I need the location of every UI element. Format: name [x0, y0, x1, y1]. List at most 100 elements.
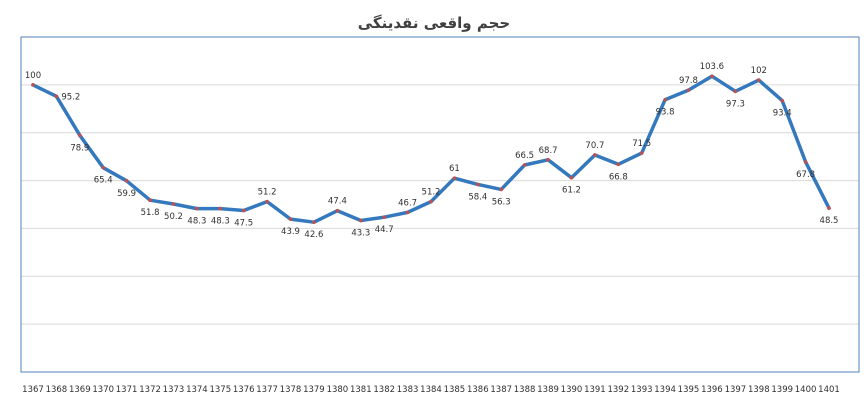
data-label: 102 [751, 66, 767, 76]
x-tick-label: 1379 [303, 385, 325, 395]
x-tick-label: 1369 [69, 385, 91, 395]
x-tick-label: 1396 [701, 385, 723, 395]
data-point [312, 220, 316, 225]
data-point [265, 199, 269, 204]
data-point [686, 88, 691, 92]
data-point [616, 162, 621, 167]
data-point [358, 218, 363, 223]
chart-title: حجم واقعی نقدینگی [358, 14, 511, 32]
x-tick-label: 1389 [537, 385, 559, 395]
data-label: 66.5 [515, 151, 534, 161]
data-label: 51.2 [258, 188, 277, 198]
data-point [803, 160, 808, 164]
x-tick-label: 1383 [397, 385, 419, 395]
data-point [54, 94, 59, 99]
data-label: 46.7 [398, 198, 417, 208]
data-point [827, 206, 831, 210]
data-point [499, 187, 504, 192]
data-point [335, 208, 340, 213]
data-label: 48.3 [211, 217, 230, 227]
data-point [148, 198, 152, 202]
x-tick-label: 1371 [116, 385, 138, 395]
data-point [241, 208, 246, 213]
data-label: 103.6 [700, 62, 724, 72]
data-label: 61.2 [562, 186, 581, 196]
data-point [569, 175, 574, 180]
data-label: 78.9 [70, 143, 89, 153]
x-tick-label: 1392 [607, 385, 629, 395]
x-tick-label: 1399 [771, 385, 793, 395]
data-label: 58.4 [468, 192, 487, 202]
data-label: 47.4 [328, 197, 347, 207]
data-point [171, 202, 176, 206]
plot-area [20, 36, 860, 373]
x-tick-label: 1388 [514, 385, 536, 395]
data-label: 43.9 [281, 227, 300, 237]
data-label: 68.7 [539, 146, 558, 156]
data-point [405, 210, 410, 215]
data-label: 50.2 [164, 212, 183, 222]
data-point [639, 151, 644, 155]
x-tick-label: 1394 [654, 385, 676, 395]
data-point [546, 157, 550, 162]
data-point [452, 176, 457, 180]
data-label: 66.8 [609, 172, 628, 182]
x-tick-label: 1391 [584, 385, 606, 395]
data-point [78, 133, 82, 138]
marker-layer [31, 74, 831, 225]
data-label: 48.5 [820, 216, 839, 226]
x-tick-label: 1377 [256, 385, 278, 395]
data-label: 47.5 [234, 219, 253, 229]
x-tick-label: 1401 [818, 385, 840, 395]
grid-layer [21, 84, 859, 325]
x-tick-label: 1375 [209, 385, 231, 395]
data-point [382, 215, 386, 219]
data-point [429, 199, 433, 204]
data-label: 97.3 [726, 99, 745, 109]
data-label: 44.7 [375, 225, 394, 235]
x-tick-label: 1398 [748, 385, 770, 395]
data-label: 95.2 [61, 92, 80, 102]
data-label: 56.3 [492, 197, 511, 207]
x-tick-label: 1381 [350, 385, 372, 395]
x-tick-label: 1367 [22, 385, 44, 395]
x-tick-label: 1372 [139, 385, 161, 395]
x-tick-label: 1397 [725, 385, 747, 395]
data-label: 59.9 [117, 189, 136, 199]
x-tick-label: 1380 [327, 385, 349, 395]
data-label: 65.4 [94, 176, 113, 186]
data-label: 61 [449, 164, 460, 174]
data-point [101, 165, 106, 170]
data-point [710, 74, 714, 79]
data-point [663, 97, 667, 102]
data-point [124, 179, 129, 183]
x-tick-label: 1370 [92, 385, 114, 395]
data-label: 51.2 [422, 188, 441, 198]
data-point [733, 89, 738, 94]
x-tick-label: 1385 [444, 385, 466, 395]
x-tick-label: 1395 [678, 385, 700, 395]
x-tick-label: 1382 [373, 385, 395, 395]
x-tick-label: 1386 [467, 385, 489, 395]
data-label: 100 [25, 71, 41, 81]
data-point [780, 98, 784, 103]
data-label: 70.7 [585, 141, 604, 151]
data-point [288, 217, 293, 221]
data-label: 43.3 [351, 229, 370, 239]
data-point [522, 163, 527, 167]
x-tick-label: 1376 [233, 385, 255, 395]
x-tick-label: 1378 [280, 385, 302, 395]
x-tick-label: 1384 [420, 385, 442, 395]
data-label: 42.6 [304, 230, 323, 240]
x-tick-label: 1373 [163, 385, 185, 395]
data-point [31, 83, 35, 87]
data-label: 48.3 [187, 217, 206, 227]
x-tick-label: 1400 [795, 385, 817, 395]
data-label: 97.8 [679, 76, 698, 86]
data-point [593, 153, 597, 157]
data-label: 93.8 [656, 108, 675, 118]
data-point [756, 78, 761, 82]
x-tick-label: 1374 [186, 385, 208, 395]
data-label: 93.4 [773, 109, 792, 119]
